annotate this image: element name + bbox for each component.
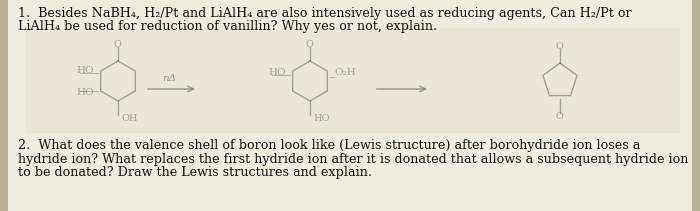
Text: O: O: [114, 40, 122, 49]
Text: HO: HO: [268, 68, 286, 77]
Text: 1.  Besides NaBH₄, H₂/Pt and LiAlH₄ are also intensively used as reducing agents: 1. Besides NaBH₄, H₂/Pt and LiAlH₄ are a…: [18, 7, 631, 20]
Text: nΔ: nΔ: [162, 74, 176, 83]
Text: 2.  What does the valence shell of boron look like (Lewis structure) after boroh: 2. What does the valence shell of boron …: [18, 139, 640, 152]
Text: O: O: [556, 42, 564, 51]
Text: HO: HO: [76, 66, 94, 75]
Text: LiAlH₄ be used for reduction of vanillin? Why yes or not, explain.: LiAlH₄ be used for reduction of vanillin…: [18, 20, 437, 33]
FancyBboxPatch shape: [8, 0, 692, 211]
Text: hydride ion? What replaces the first hydride ion after it is donated that allows: hydride ion? What replaces the first hyd…: [18, 153, 688, 165]
Text: O: O: [306, 40, 314, 49]
Text: OH: OH: [121, 114, 137, 123]
Text: HO: HO: [313, 114, 330, 123]
Text: HO: HO: [76, 88, 94, 97]
Text: to be donated? Draw the Lewis structures and explain.: to be donated? Draw the Lewis structures…: [18, 166, 372, 179]
Text: O₂H: O₂H: [334, 68, 356, 77]
FancyBboxPatch shape: [25, 28, 680, 133]
Text: O: O: [556, 112, 564, 121]
